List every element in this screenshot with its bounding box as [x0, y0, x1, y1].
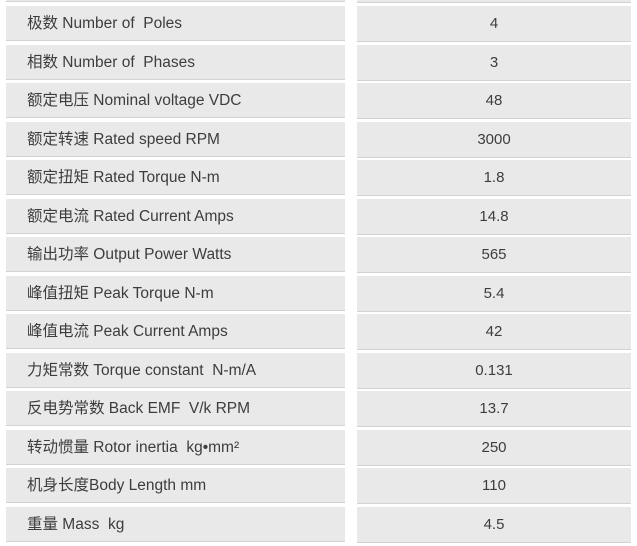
spec-label-mass: 重量 Mass kg: [6, 506, 345, 542]
table-row: 额定扭矩 Rated Torque N-m 1.8: [6, 160, 631, 196]
spec-label-nominal-voltage: 额定电压 Nominal voltage VDC: [6, 83, 345, 118]
spec-label-poles: 极数 Number of Poles: [6, 6, 345, 41]
table-row: 输出功率 Output Power Watts 565: [6, 237, 631, 273]
spec-label-rated-torque: 额定扭矩 Rated Torque N-m: [6, 160, 345, 195]
spec-label-phases: 相数 Number of Phases: [6, 44, 345, 80]
spec-label-rotor-inertia: 转动惯量 Rotor inertia kg•mm²: [6, 429, 345, 465]
spec-label-rated-speed: 额定转速 Rated speed RPM: [6, 121, 345, 157]
spec-value-body-length: 110: [357, 468, 631, 504]
spec-value-peak-torque: 5.4: [357, 275, 631, 312]
spec-value-rated-speed: 3000: [357, 121, 631, 158]
spec-table: 极数 Number of Poles 4 相数 Number of Phases…: [6, 0, 631, 545]
spec-value-rotor-inertia: 250: [357, 429, 631, 466]
spec-label-torque-constant: 力矩常数 Torque constant N-m/A: [6, 352, 345, 388]
spec-label-rated-current: 额定电流 Rated Current Amps: [6, 198, 345, 234]
spec-value-poles: 4: [357, 6, 631, 42]
table-row: 极数 Number of Poles 4: [6, 6, 631, 42]
spec-label-peak-current: 峰值电流 Peak Current Amps: [6, 314, 345, 349]
spec-value-rated-current: 14.8: [357, 198, 631, 235]
spec-value-nominal-voltage: 48: [357, 83, 631, 119]
spec-value-torque-constant: 0.131: [357, 352, 631, 389]
spec-value-back-emf: 13.7: [357, 391, 631, 427]
table-row: 转动惯量 Rotor inertia kg•mm² 250: [6, 429, 631, 466]
spec-value-output-power: 565: [357, 237, 631, 273]
table-row: 重量 Mass kg 4.5: [6, 506, 631, 543]
table-row: 相数 Number of Phases 3: [6, 44, 631, 81]
table-row: 额定电流 Rated Current Amps 14.8: [6, 198, 631, 235]
table-row: 额定电压 Nominal voltage VDC 48: [6, 83, 631, 119]
table-row: 峰值扭矩 Peak Torque N-m 5.4: [6, 275, 631, 312]
table-row: 反电势常数 Back EMF V/k RPM 13.7: [6, 391, 631, 427]
spec-label-output-power: 输出功率 Output Power Watts: [6, 237, 345, 272]
spec-label-back-emf: 反电势常数 Back EMF V/k RPM: [6, 391, 345, 426]
spec-value-phases: 3: [357, 44, 631, 81]
truncated-label-cell: [6, 0, 345, 2]
table-row: 峰值电流 Peak Current Amps 42: [6, 314, 631, 350]
spec-value-rated-torque: 1.8: [357, 160, 631, 196]
table-row: 力矩常数 Torque constant N-m/A 0.131: [6, 352, 631, 389]
spec-label-peak-torque: 峰值扭矩 Peak Torque N-m: [6, 275, 345, 311]
truncated-value-cell: [357, 0, 631, 3]
spec-label-body-length: 机身长度Body Length mm: [6, 468, 345, 503]
spec-value-peak-current: 42: [357, 314, 631, 350]
spec-value-mass: 4.5: [357, 506, 631, 543]
table-row: 机身长度Body Length mm 110: [6, 468, 631, 504]
truncated-row-top: [6, 0, 631, 3]
table-row: 额定转速 Rated speed RPM 3000: [6, 121, 631, 158]
